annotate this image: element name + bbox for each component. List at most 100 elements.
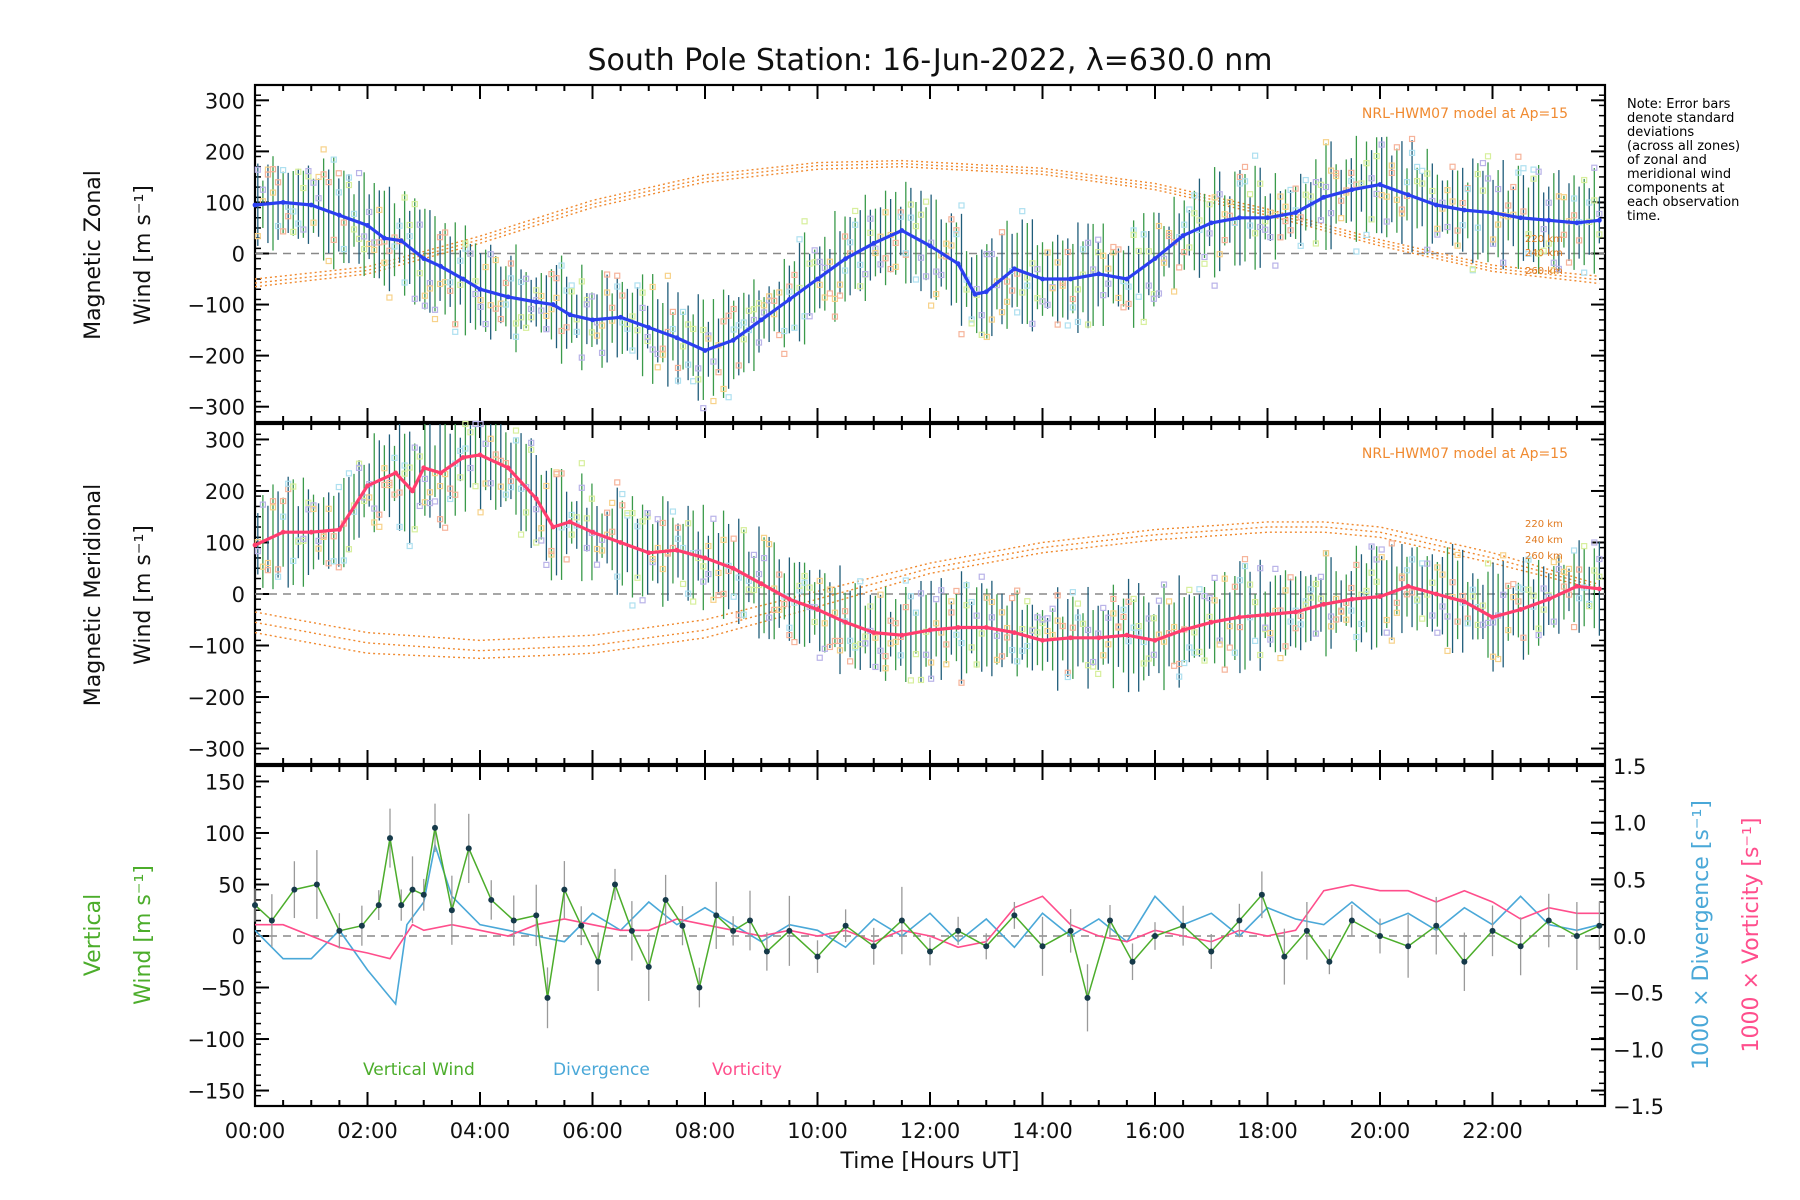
zone-sample xyxy=(1414,163,1421,171)
zone-sample xyxy=(426,489,434,496)
zonal-wind-point xyxy=(280,200,286,205)
zone-sample xyxy=(720,590,727,597)
zone-sample xyxy=(259,563,266,570)
zonal-wind-point xyxy=(758,317,764,323)
zone-sample xyxy=(806,584,813,591)
zone-sample xyxy=(1069,624,1076,631)
zone-sample xyxy=(998,309,1006,316)
vertical-wind-point xyxy=(696,984,703,991)
zone-sample xyxy=(543,482,550,490)
zone-sample xyxy=(1044,249,1051,256)
zone-sample xyxy=(1596,573,1603,580)
zone-sample xyxy=(604,271,611,278)
zone-sample xyxy=(512,320,520,327)
zone-sample xyxy=(922,273,930,280)
zone-sample xyxy=(841,233,849,240)
zone-sample xyxy=(421,302,428,309)
zone-sample xyxy=(1171,623,1178,631)
vertical-wind-point xyxy=(1107,917,1113,924)
zone-sample xyxy=(583,296,590,304)
zone-sample xyxy=(1216,251,1223,258)
zone-sample xyxy=(629,510,636,517)
zone-sample xyxy=(1196,217,1203,224)
zone-sample xyxy=(892,239,899,247)
zone-sample xyxy=(1454,618,1461,625)
zone-sample xyxy=(1570,212,1578,219)
zone-sample xyxy=(477,297,484,304)
zone-sample xyxy=(1393,599,1400,606)
zone-sample xyxy=(917,676,925,684)
vertical-wind-point xyxy=(1326,958,1333,965)
zone-sample xyxy=(1322,139,1330,146)
zone-sample xyxy=(730,593,737,600)
zone-sample xyxy=(1150,295,1157,302)
zone-sample xyxy=(1074,318,1082,326)
zone-sample xyxy=(1500,259,1507,266)
zone-sample xyxy=(1500,591,1507,598)
zonal-wind-point xyxy=(533,299,539,305)
zone-sample xyxy=(1287,227,1294,234)
zone-sample xyxy=(1484,175,1492,182)
zone-sample xyxy=(766,541,773,548)
meridional-wind-point xyxy=(730,565,736,571)
vertical-wind-point xyxy=(291,886,298,893)
zone-sample xyxy=(1479,602,1487,609)
zone-sample xyxy=(639,289,646,296)
zone-sample xyxy=(1165,598,1173,605)
y-tick-label: −300 xyxy=(187,396,245,420)
zone-sample xyxy=(1039,619,1046,627)
zone-sample xyxy=(1378,546,1385,553)
zone-sample xyxy=(1403,567,1411,574)
vertical-wind-point xyxy=(544,994,551,1001)
zone-sample xyxy=(578,484,585,491)
right-y-tick-label: −0.5 xyxy=(1613,982,1664,1006)
zone-sample xyxy=(978,573,985,580)
zone-sample xyxy=(639,518,646,525)
zone-sample xyxy=(968,316,975,323)
zonal-wind-point xyxy=(308,202,314,208)
zone-sample xyxy=(801,572,808,580)
zone-sample xyxy=(1054,617,1061,624)
zone-sample xyxy=(654,516,661,523)
zonal-wind-line xyxy=(254,183,1600,353)
zone-sample xyxy=(1135,629,1142,636)
zone-sample xyxy=(492,256,499,264)
zone-sample xyxy=(791,271,798,279)
zone-sample xyxy=(447,287,454,294)
meridional-wind-point xyxy=(1208,619,1214,625)
meridional-wind-point xyxy=(1321,601,1327,607)
zone-sample xyxy=(1014,587,1021,594)
zone-sample xyxy=(1054,259,1061,266)
zone-sample xyxy=(1160,255,1168,262)
zone-sample xyxy=(396,222,403,229)
zone-sample xyxy=(912,223,920,230)
zone-sample xyxy=(1034,629,1041,636)
zone-sample xyxy=(836,637,844,645)
zonal-ylabel: Magnetic Zonal Wind [m s⁻¹] xyxy=(81,170,156,340)
zone-sample xyxy=(619,490,626,498)
zone-sample xyxy=(477,509,484,516)
vertical-wind-point xyxy=(1129,958,1136,965)
zone-sample xyxy=(269,189,277,196)
zone-sample xyxy=(497,315,504,323)
zone-sample xyxy=(963,602,970,609)
zone-sample xyxy=(700,326,707,334)
zone-sample xyxy=(325,179,332,186)
zone-sample xyxy=(958,331,965,338)
zone-sample xyxy=(1520,165,1527,172)
zone-sample xyxy=(477,303,484,310)
zonal-wind-point xyxy=(1040,276,1045,282)
zone-sample xyxy=(1444,647,1451,655)
meridional-wind-point xyxy=(365,483,370,489)
zone-sample xyxy=(806,313,813,320)
zone-sample xyxy=(791,638,798,646)
meridional-wind-point xyxy=(1490,614,1495,620)
zone-sample xyxy=(917,590,925,597)
vertical-wind-point xyxy=(533,912,540,919)
zone-sample xyxy=(816,281,823,288)
zone-sample xyxy=(553,469,560,476)
meridional-wind-point xyxy=(1596,586,1602,592)
zone-sample xyxy=(1570,623,1578,631)
zone-sample xyxy=(1596,231,1603,238)
meridional-wind-point xyxy=(1152,637,1158,643)
